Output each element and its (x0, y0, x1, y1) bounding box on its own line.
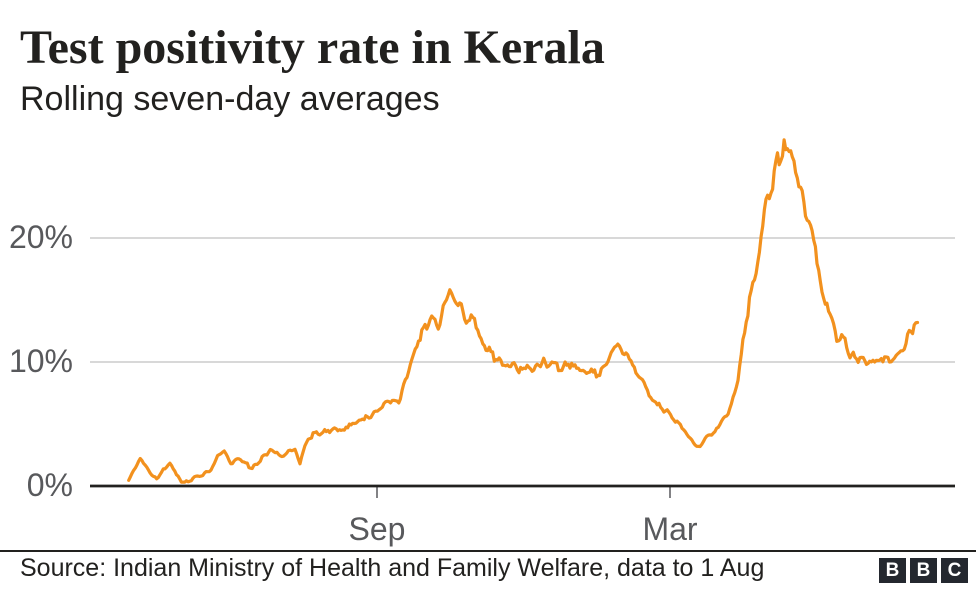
svg-text:Sep: Sep (349, 511, 406, 547)
svg-text:0%: 0% (27, 467, 73, 503)
svg-text:Mar: Mar (642, 511, 697, 547)
svg-text:10%: 10% (9, 343, 73, 379)
svg-text:20%: 20% (9, 219, 73, 255)
